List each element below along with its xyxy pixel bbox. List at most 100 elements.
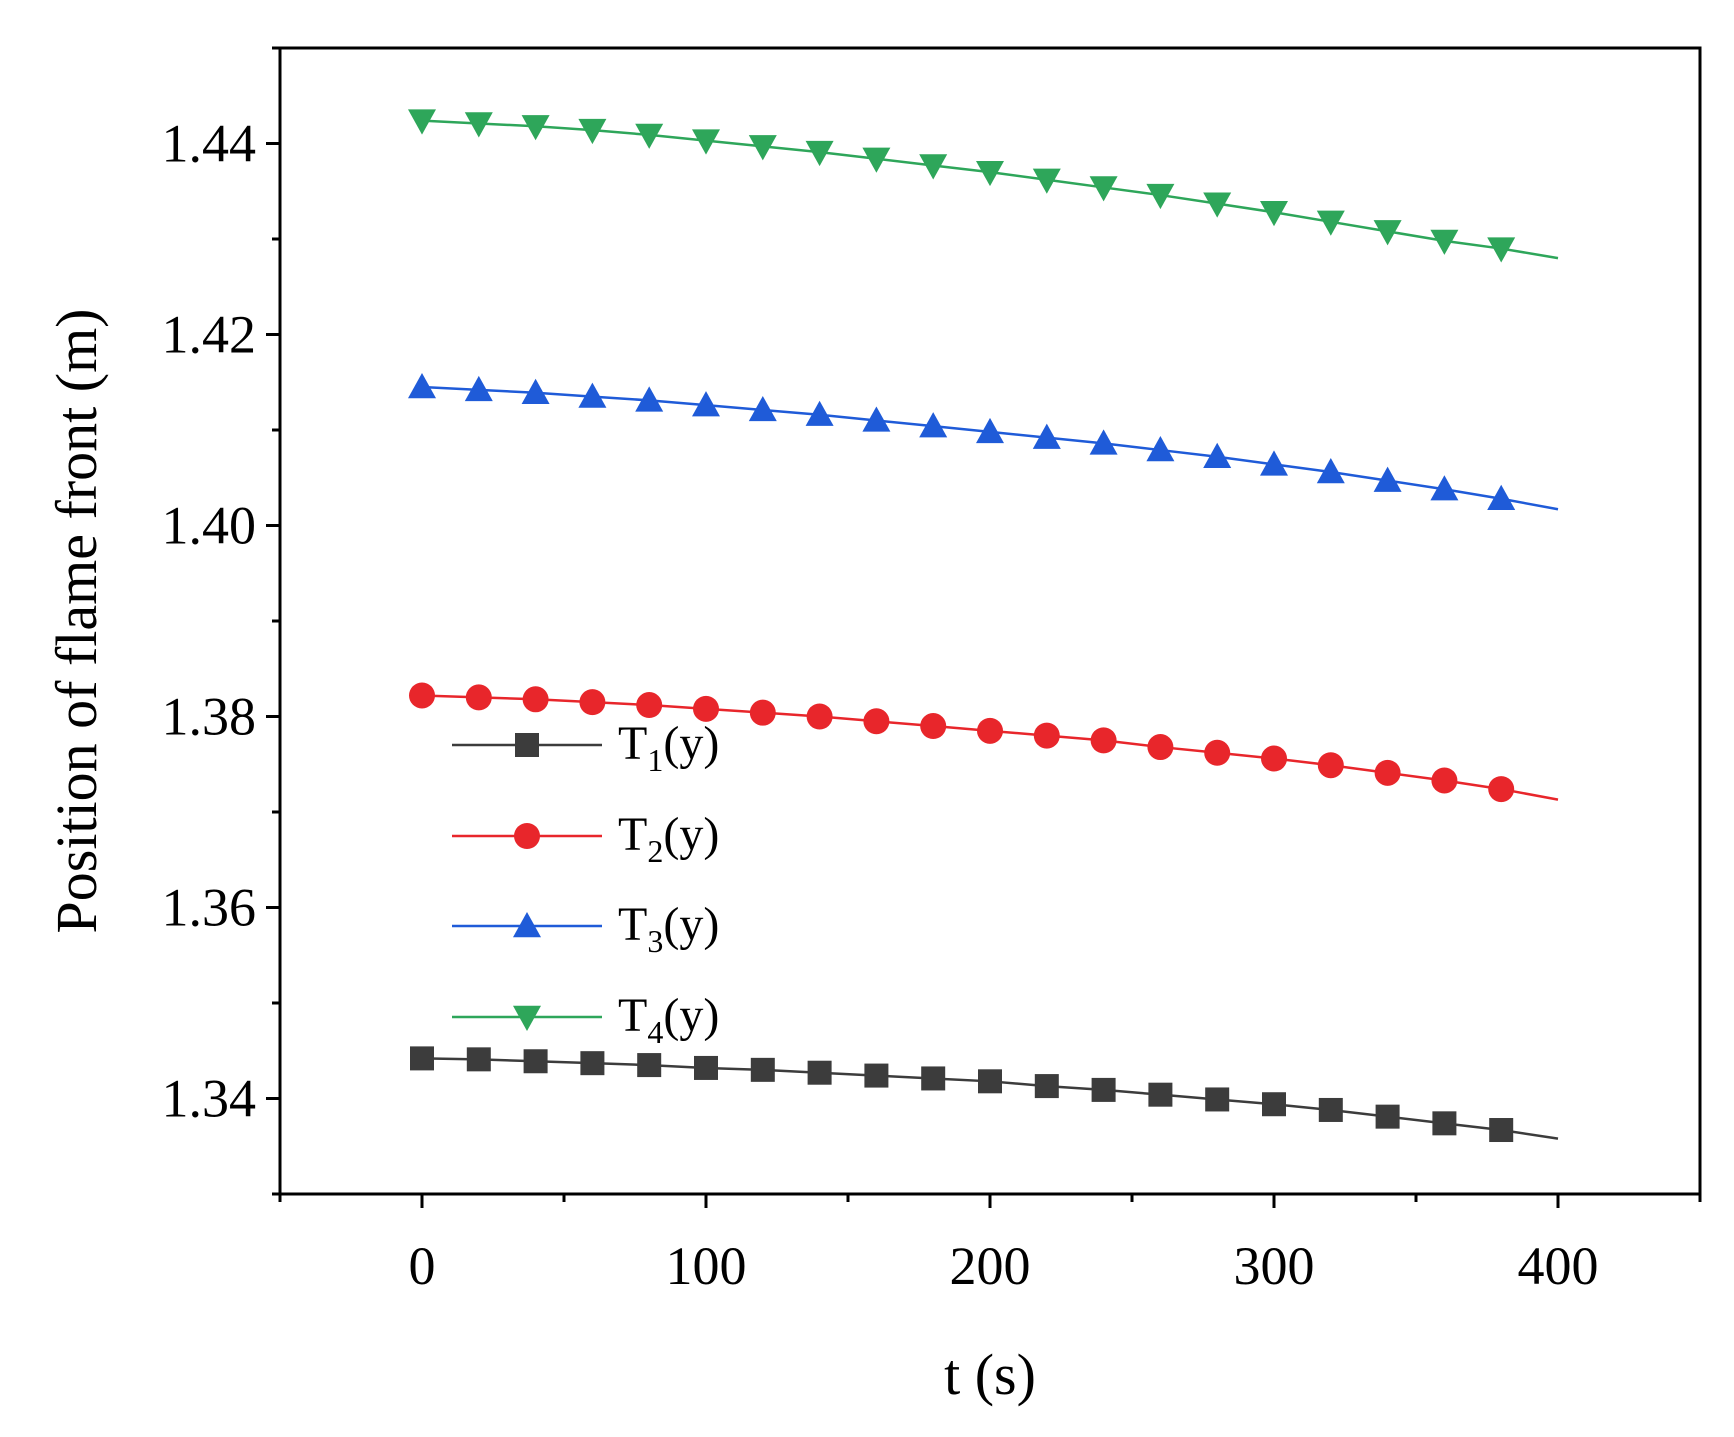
x-axis-title: t (s)	[944, 1342, 1036, 1407]
y-tick-label: 1.42	[162, 305, 257, 365]
data-point	[864, 1063, 889, 1088]
data-point	[522, 686, 549, 713]
series-t3y	[408, 373, 1559, 511]
y-axis-title: Position of flame front (m)	[44, 308, 109, 933]
data-point	[692, 391, 720, 417]
data-point	[977, 717, 1003, 744]
legend-swatch-marker	[513, 912, 541, 938]
data-point	[694, 1055, 718, 1080]
legend-item: T4(y)	[452, 989, 719, 1050]
data-point	[1260, 201, 1288, 227]
legend-swatch-marker	[515, 733, 539, 757]
axis-ticks: 0 100 200 300 400 1.34 1.36 1.38 1.40 1.42 1.44	[162, 46, 1702, 1296]
legend-label: T4(y)	[618, 989, 719, 1050]
data-point	[635, 123, 664, 149]
y-tick-label: 1.44	[162, 114, 257, 174]
data-point	[1147, 734, 1174, 761]
y-tick-label: 1.36	[162, 878, 257, 938]
data-point	[464, 112, 493, 138]
data-point	[1032, 168, 1061, 194]
data-point	[863, 708, 890, 735]
legend-label: T2(y)	[618, 808, 719, 869]
data-point	[408, 109, 436, 135]
data-point	[1318, 1097, 1343, 1122]
series-t2y	[409, 682, 1559, 803]
data-point	[1148, 1082, 1173, 1107]
data-point	[921, 1066, 946, 1091]
data-point	[1089, 176, 1118, 202]
data-point	[748, 395, 777, 422]
plot-frame	[278, 46, 1702, 1196]
data-point	[521, 115, 550, 141]
data-point	[1374, 759, 1401, 786]
data-point	[1487, 237, 1516, 263]
data-point	[1260, 450, 1288, 476]
data-point	[1431, 767, 1458, 794]
series-layer	[408, 109, 1559, 1143]
legend-item: T2(y)	[452, 808, 719, 869]
data-point	[805, 400, 834, 426]
data-point	[978, 1069, 1002, 1094]
x-tick-label: 200	[950, 1236, 1031, 1296]
data-point	[1262, 1092, 1286, 1117]
data-point	[408, 373, 436, 399]
y-tick-label: 1.40	[162, 496, 257, 556]
data-point	[1316, 210, 1345, 236]
x-tick-label: 300	[1234, 1236, 1315, 1296]
data-point	[1204, 739, 1231, 766]
data-point	[1430, 475, 1459, 501]
data-point	[465, 684, 492, 711]
data-point	[1091, 1077, 1116, 1102]
data-point	[1033, 722, 1060, 749]
data-point	[523, 1049, 548, 1074]
data-point	[805, 140, 834, 167]
legend-label: T1(y)	[618, 717, 719, 778]
data-point	[580, 1051, 605, 1076]
legend-swatch-marker	[513, 1005, 541, 1031]
data-point	[862, 147, 891, 173]
y-tick-label: 1.34	[162, 1069, 257, 1129]
data-point	[806, 703, 833, 730]
data-point	[1089, 429, 1118, 455]
data-point	[750, 1057, 775, 1082]
data-point	[637, 1053, 662, 1078]
data-point	[1316, 458, 1345, 484]
data-point	[749, 699, 776, 726]
data-point	[976, 160, 1004, 187]
data-point	[1032, 423, 1061, 449]
data-point	[1373, 220, 1402, 246]
data-point	[1489, 1118, 1514, 1143]
data-point	[1317, 752, 1344, 779]
data-point	[748, 135, 777, 161]
data-point	[1203, 192, 1232, 218]
data-point	[1375, 1104, 1400, 1129]
data-point	[464, 375, 493, 402]
data-point	[466, 1047, 491, 1072]
data-point	[409, 682, 435, 709]
data-point	[636, 692, 663, 719]
series-t4y	[408, 109, 1559, 263]
data-point	[578, 118, 607, 145]
data-point	[1430, 229, 1459, 255]
data-point	[1034, 1074, 1059, 1099]
data-point	[1261, 745, 1287, 772]
data-point	[1488, 776, 1515, 803]
legend-swatch-marker	[514, 823, 540, 849]
data-point	[807, 1060, 832, 1085]
data-point	[1373, 466, 1402, 492]
y-tick-label: 1.38	[162, 687, 257, 747]
data-point	[1487, 484, 1516, 510]
legend: T1(y) T2(y) T3(y) T4(y)	[452, 717, 719, 1050]
data-point	[693, 695, 719, 722]
data-point	[410, 1046, 434, 1071]
data-point	[1203, 442, 1232, 468]
data-point	[692, 129, 720, 155]
legend-item: T3(y)	[452, 898, 719, 959]
data-point	[920, 713, 947, 740]
legend-item: T1(y)	[452, 717, 719, 778]
x-tick-label: 400	[1518, 1236, 1599, 1296]
data-point	[919, 154, 948, 180]
data-point	[976, 417, 1004, 444]
data-point	[579, 689, 606, 716]
